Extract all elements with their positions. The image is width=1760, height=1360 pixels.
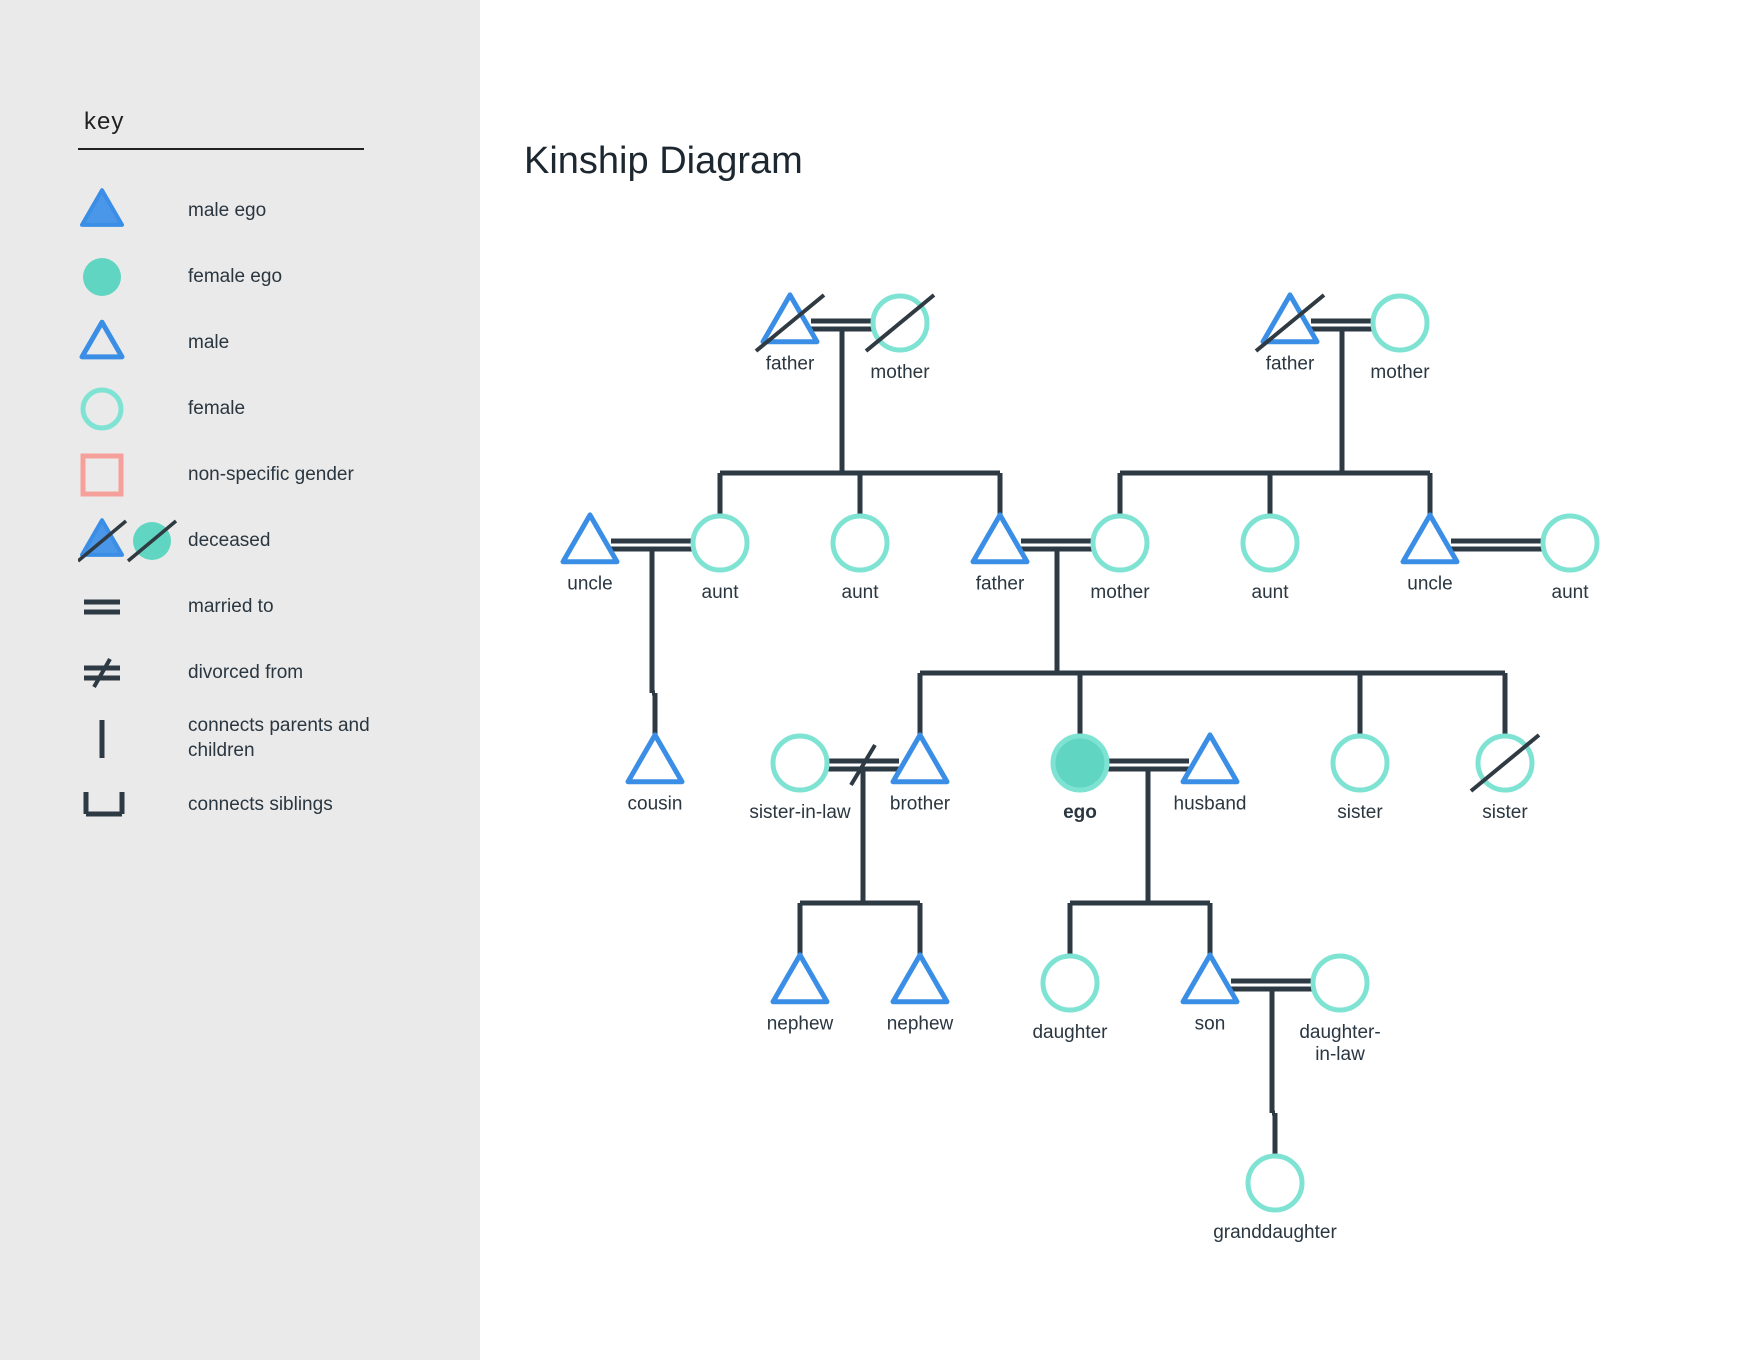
legend-symbol-divorced bbox=[78, 648, 188, 698]
node-label-uncle1: uncle bbox=[567, 574, 612, 595]
legend-sidebar: key male ego female ego male female non-spec… bbox=[0, 0, 480, 1360]
legend-list: male ego female ego male female non-specific… bbox=[78, 180, 420, 836]
kinship-diagram: father mother father mother uncle aunt aunt fat… bbox=[520, 223, 1720, 1303]
legend-item-female_ego: female ego bbox=[78, 246, 420, 308]
node-label-mother: mother bbox=[1090, 582, 1150, 603]
legend-item-male: male bbox=[78, 312, 420, 374]
legend-symbol-female_ego bbox=[78, 252, 188, 302]
legend-label: male ego bbox=[188, 199, 420, 224]
node-nephew1 bbox=[773, 955, 827, 1002]
node-label-sister2: sister bbox=[1482, 802, 1528, 823]
node-label-gd: granddaughter bbox=[1213, 1222, 1337, 1243]
node-label-daughter: daughter bbox=[1032, 1022, 1108, 1043]
legend-item-parent: connects parents and children bbox=[78, 708, 420, 770]
legend-item-male_ego: male ego bbox=[78, 180, 420, 242]
node-aunt3 bbox=[1243, 516, 1297, 570]
node-son bbox=[1183, 955, 1237, 1002]
node-gm2 bbox=[1373, 296, 1427, 350]
node-aunt1 bbox=[693, 516, 747, 570]
legend-symbol-male_ego bbox=[78, 186, 188, 236]
legend-item-sibling: connects siblings bbox=[78, 774, 420, 836]
diagram-title: Kinship Diagram bbox=[524, 140, 1720, 183]
legend-symbol-male bbox=[78, 318, 188, 368]
node-gd bbox=[1248, 1156, 1302, 1210]
node-ego bbox=[1053, 736, 1107, 790]
legend-label: male bbox=[188, 331, 420, 356]
node-dil bbox=[1313, 956, 1367, 1010]
node-label-sil: sister-in-law bbox=[749, 802, 851, 823]
node-nephew2 bbox=[893, 955, 947, 1002]
legend-label: non-specific gender bbox=[188, 463, 420, 488]
node-aunt2 bbox=[833, 516, 887, 570]
legend-symbol-deceased bbox=[78, 516, 188, 566]
legend-symbol-married bbox=[78, 582, 188, 632]
node-sister1 bbox=[1333, 736, 1387, 790]
node-label-gm1: mother bbox=[870, 362, 930, 383]
node-uncle1 bbox=[563, 515, 617, 562]
key-title: key bbox=[78, 108, 364, 150]
node-cousin bbox=[628, 735, 682, 782]
legend-label: connects parents and children bbox=[188, 714, 420, 763]
legend-label: deceased bbox=[188, 529, 420, 554]
node-uncle2 bbox=[1403, 515, 1457, 562]
legend-symbol-female bbox=[78, 384, 188, 434]
legend-symbol-sibling bbox=[78, 780, 188, 830]
legend-label: divorced from bbox=[188, 661, 420, 686]
node-label-husband: husband bbox=[1174, 794, 1247, 815]
node-label-son: son bbox=[1195, 1014, 1226, 1035]
legend-label: connects siblings bbox=[188, 793, 420, 818]
legend-item-female: female bbox=[78, 378, 420, 440]
node-label-gm2: mother bbox=[1370, 362, 1430, 383]
legend-label: married to bbox=[188, 595, 420, 620]
node-label-nephew1: nephew bbox=[767, 1014, 834, 1035]
node-gm1 bbox=[866, 295, 934, 351]
node-label-father: father bbox=[976, 574, 1025, 595]
node-husband bbox=[1183, 735, 1237, 782]
node-father bbox=[973, 515, 1027, 562]
legend-label: female ego bbox=[188, 265, 420, 290]
node-label-gf2: father bbox=[1266, 354, 1315, 375]
node-sister2 bbox=[1471, 735, 1539, 791]
legend-item-nongender: non-specific gender bbox=[78, 444, 420, 506]
node-aunt4 bbox=[1543, 516, 1597, 570]
node-label-aunt3: aunt bbox=[1252, 582, 1290, 603]
legend-item-divorced: divorced from bbox=[78, 642, 420, 704]
legend-symbol-nongender bbox=[78, 450, 188, 500]
node-label-aunt2: aunt bbox=[842, 582, 880, 603]
node-label-dil: daughter- bbox=[1299, 1022, 1380, 1043]
legend-label: female bbox=[188, 397, 420, 422]
node-label-uncle2: uncle bbox=[1407, 574, 1452, 595]
diagram-main: Kinship Diagram father mother father mother… bbox=[480, 0, 1760, 1360]
node-label-aunt4: aunt bbox=[1552, 582, 1590, 603]
node-label-aunt1: aunt bbox=[702, 582, 740, 603]
node-label-sister1: sister bbox=[1337, 802, 1383, 823]
node-sil bbox=[773, 736, 827, 790]
node-label-dil: in-law bbox=[1315, 1044, 1365, 1065]
node-brother bbox=[893, 735, 947, 782]
legend-item-married: married to bbox=[78, 576, 420, 638]
node-daughter bbox=[1043, 956, 1097, 1010]
node-mother bbox=[1093, 516, 1147, 570]
node-label-nephew2: nephew bbox=[887, 1014, 954, 1035]
legend-item-deceased: deceased bbox=[78, 510, 420, 572]
node-label-gf1: father bbox=[766, 354, 815, 375]
node-label-ego: ego bbox=[1063, 802, 1097, 823]
page: key male ego female ego male female non-spec… bbox=[0, 0, 1760, 1360]
node-label-cousin: cousin bbox=[628, 794, 683, 815]
node-label-brother: brother bbox=[890, 794, 951, 815]
legend-symbol-parent bbox=[78, 714, 188, 764]
